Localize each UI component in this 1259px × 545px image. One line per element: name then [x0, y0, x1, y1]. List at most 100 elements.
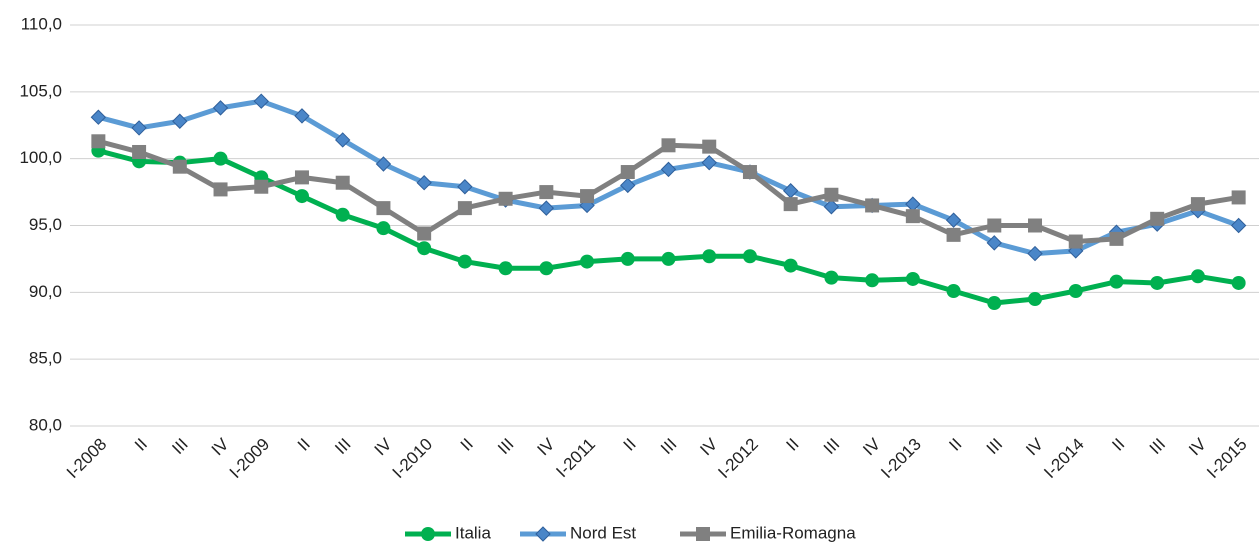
data-point — [131, 120, 147, 136]
x-tick-label: II — [1108, 435, 1128, 455]
data-point — [1230, 217, 1247, 234]
data-point — [376, 201, 391, 216]
legend-marker — [696, 527, 710, 541]
data-point — [620, 165, 635, 180]
data-point — [132, 144, 147, 159]
data-point — [90, 109, 107, 125]
data-point — [334, 132, 351, 148]
legend-label: Italia — [455, 523, 491, 542]
data-point — [1028, 292, 1043, 307]
data-point — [538, 200, 555, 216]
data-point — [742, 249, 757, 264]
data-point — [172, 113, 188, 129]
series-line — [97, 98, 1240, 257]
data-point — [905, 209, 920, 224]
data-point — [91, 134, 106, 149]
data-point — [824, 270, 839, 285]
data-point — [172, 159, 187, 174]
data-point — [702, 139, 717, 154]
data-point — [1027, 245, 1043, 262]
x-tick-label: IV — [1022, 434, 1047, 459]
data-point — [823, 199, 840, 215]
data-point — [213, 182, 228, 197]
y-tick-label: 95,0 — [29, 215, 62, 234]
x-tick-label: II — [131, 435, 151, 455]
data-point — [580, 254, 595, 269]
x-tick-label: III — [494, 435, 517, 458]
data-point — [620, 251, 635, 266]
x-tick-label: II — [783, 435, 803, 455]
data-point — [417, 241, 432, 256]
x-tick-label: III — [983, 435, 1006, 458]
y-tick-label: 85,0 — [29, 349, 62, 368]
data-point — [212, 100, 229, 116]
data-point — [253, 93, 269, 109]
data-point — [945, 212, 962, 228]
data-point — [986, 235, 1003, 251]
data-point — [1109, 274, 1124, 289]
data-point — [457, 254, 472, 269]
x-tick-label: IV — [696, 434, 721, 459]
data-point — [457, 179, 473, 195]
data-point — [376, 221, 391, 236]
x-tick-label: I-2009 — [226, 435, 274, 483]
data-point — [1150, 275, 1165, 290]
data-point — [1068, 234, 1083, 249]
y-tick-label: 90,0 — [29, 282, 62, 301]
y-tick-label: 105,0 — [19, 81, 62, 100]
data-point — [539, 261, 554, 276]
legend-label: Nord Est — [570, 523, 636, 542]
data-point — [1190, 197, 1205, 212]
data-point — [1150, 211, 1165, 226]
x-tick-label: I-2013 — [877, 435, 925, 483]
x-tick-label: III — [168, 435, 191, 458]
data-point — [294, 189, 309, 204]
data-point — [417, 226, 432, 241]
x-tick-label: I-2012 — [714, 435, 762, 483]
x-tick-label: I-2015 — [1203, 435, 1251, 483]
data-point — [742, 165, 757, 180]
series-line — [97, 138, 1240, 245]
x-tick-label: I-2010 — [389, 435, 437, 483]
data-point — [824, 187, 839, 202]
data-point — [865, 198, 880, 213]
x-tick-label: IV — [1185, 434, 1210, 459]
legend-label: Emilia-Romagna — [730, 523, 856, 542]
data-point — [375, 156, 392, 172]
data-point — [783, 197, 798, 212]
data-point — [294, 170, 309, 185]
data-point — [905, 196, 921, 212]
data-point — [701, 154, 717, 171]
data-point — [335, 207, 350, 222]
data-point — [702, 249, 717, 264]
x-tick-label: III — [657, 435, 680, 458]
data-point — [1109, 231, 1124, 246]
x-tick-label: IV — [534, 434, 559, 459]
data-point — [620, 177, 636, 194]
data-point — [865, 273, 880, 288]
data-point — [946, 283, 961, 298]
x-tick-label: I-2011 — [552, 435, 599, 482]
x-tick-label: II — [945, 435, 965, 455]
x-tick-label: I-2014 — [1040, 435, 1088, 483]
y-tick-label: 110,0 — [21, 14, 62, 33]
x-tick-label: III — [331, 435, 354, 458]
data-point — [213, 151, 228, 166]
data-point — [987, 218, 1002, 233]
data-point — [335, 175, 350, 190]
data-point — [946, 227, 961, 242]
data-point — [987, 296, 1002, 311]
data-point — [661, 251, 676, 266]
data-point — [416, 175, 432, 191]
data-point — [1068, 283, 1083, 298]
x-tick-label: IV — [208, 434, 233, 459]
data-point — [254, 179, 269, 194]
data-point — [457, 201, 472, 216]
x-tick-label: III — [820, 435, 843, 458]
y-tick-label: 80,0 — [29, 415, 62, 434]
data-point — [1231, 190, 1246, 205]
legend-marker — [535, 526, 551, 542]
data-point — [1231, 275, 1246, 290]
x-tick-label: I-2008 — [63, 435, 111, 483]
